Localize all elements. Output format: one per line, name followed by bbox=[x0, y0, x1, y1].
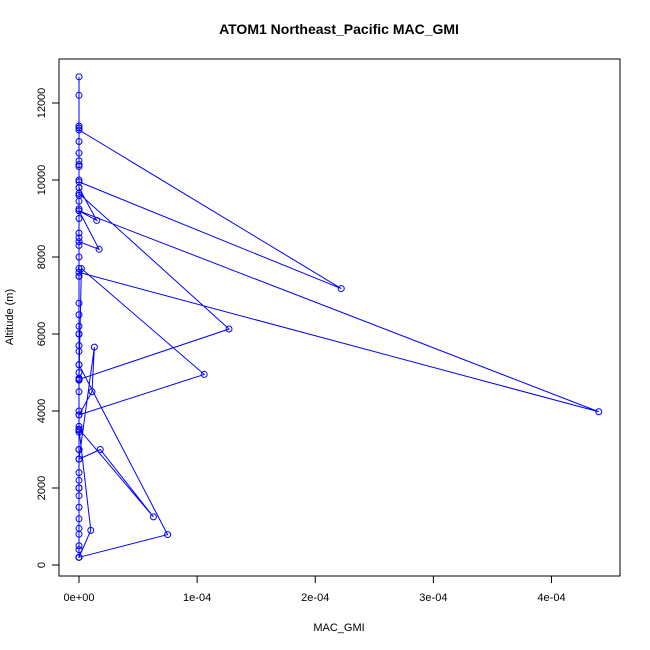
y-tick-label: 4000 bbox=[36, 399, 48, 423]
data-point bbox=[75, 476, 83, 484]
data-point bbox=[75, 299, 83, 307]
data-point bbox=[75, 205, 83, 213]
data-point bbox=[75, 238, 83, 246]
data-point bbox=[75, 347, 83, 355]
data-point bbox=[75, 546, 83, 554]
data-point bbox=[88, 388, 96, 396]
y-tick-label: 10000 bbox=[36, 165, 48, 196]
data-point bbox=[75, 241, 83, 249]
data-point bbox=[96, 446, 104, 453]
data-point bbox=[75, 253, 83, 261]
data-point bbox=[75, 388, 83, 396]
data-point bbox=[75, 207, 83, 215]
data-point bbox=[225, 325, 233, 333]
data-point bbox=[75, 126, 83, 134]
data-point bbox=[75, 542, 83, 550]
data-point bbox=[75, 484, 83, 492]
y-tick-label: 6000 bbox=[36, 322, 48, 346]
data-point bbox=[75, 330, 83, 338]
x-tick-label: 2e-04 bbox=[301, 592, 329, 604]
data-point bbox=[75, 411, 83, 419]
series-line bbox=[77, 76, 599, 559]
data-point bbox=[75, 197, 83, 205]
data-point bbox=[75, 311, 83, 319]
data-point bbox=[75, 138, 83, 145]
data-point bbox=[90, 343, 98, 351]
data-point bbox=[75, 149, 83, 157]
x-tick-label: 3e-04 bbox=[419, 592, 447, 604]
data-point bbox=[75, 422, 83, 430]
data-point bbox=[75, 322, 83, 330]
x-axis: 0e+00 1e-04 2e-04 3e-04 4e-04 bbox=[64, 575, 566, 604]
data-point bbox=[75, 361, 83, 369]
y-axis-label: Altitude (m) bbox=[4, 289, 16, 345]
data-point bbox=[75, 124, 83, 132]
data-point bbox=[75, 234, 83, 242]
chart-title: ATOM1 Northeast_Pacific MAC_GMI bbox=[219, 21, 459, 37]
data-point bbox=[75, 553, 83, 561]
data-point bbox=[75, 73, 83, 81]
y-tick-label: 12000 bbox=[36, 88, 48, 119]
data-point bbox=[149, 513, 157, 521]
data-point bbox=[75, 503, 83, 511]
data-point bbox=[75, 163, 83, 171]
series-points-group bbox=[75, 73, 603, 561]
data-point bbox=[95, 245, 103, 253]
data-point bbox=[75, 492, 83, 500]
y-tick-label: 2000 bbox=[36, 476, 48, 500]
data-point bbox=[75, 91, 83, 99]
data-point bbox=[595, 408, 603, 416]
data-point bbox=[337, 285, 345, 293]
data-point bbox=[75, 515, 83, 523]
data-point bbox=[75, 189, 83, 197]
data-point bbox=[75, 425, 83, 433]
x-tick-label: 1e-04 bbox=[183, 592, 211, 604]
data-point bbox=[75, 215, 83, 222]
data-point bbox=[200, 370, 208, 378]
y-tick-label: 0 bbox=[36, 562, 48, 568]
data-point bbox=[75, 455, 83, 463]
data-point bbox=[75, 178, 83, 186]
y-tick-label: 8000 bbox=[36, 245, 48, 269]
data-point bbox=[75, 530, 83, 538]
data-point bbox=[75, 272, 83, 280]
data-point bbox=[75, 122, 83, 130]
series-line-group bbox=[77, 76, 599, 559]
data-point bbox=[75, 369, 83, 376]
data-point bbox=[87, 526, 95, 534]
data-point bbox=[75, 375, 83, 383]
y-axis: 0 2000 4000 6000 8000 10000 12000 bbox=[36, 88, 60, 568]
data-point bbox=[75, 176, 83, 184]
x-axis-label: MAC_GMI bbox=[313, 622, 364, 634]
data-point bbox=[75, 469, 83, 477]
data-point bbox=[75, 446, 83, 453]
data-point bbox=[164, 531, 172, 539]
data-point bbox=[75, 161, 83, 169]
data-point bbox=[93, 216, 101, 224]
data-point bbox=[75, 407, 83, 415]
data-point bbox=[75, 265, 83, 273]
data-point bbox=[75, 229, 83, 237]
x-tick-label: 4e-04 bbox=[537, 592, 565, 604]
x-tick-label: 0e+00 bbox=[64, 592, 95, 604]
data-point bbox=[77, 265, 85, 273]
data-point bbox=[75, 268, 83, 276]
